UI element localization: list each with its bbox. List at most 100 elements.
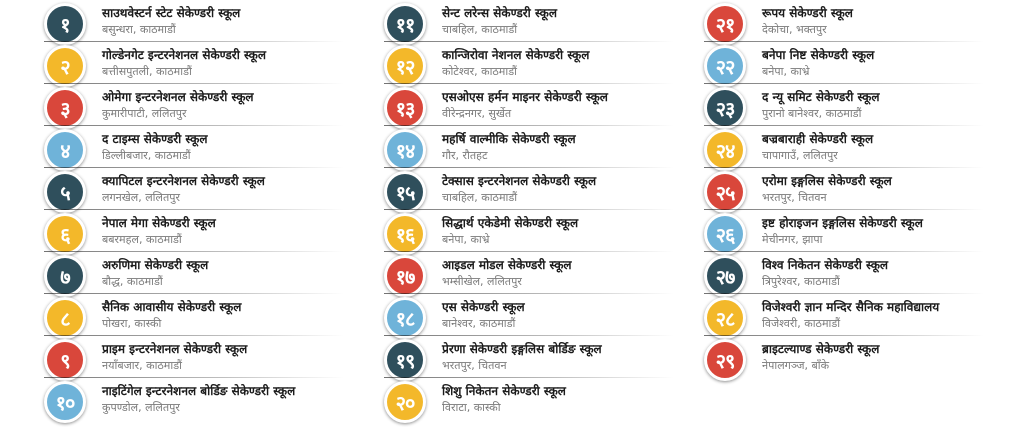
rank-badge: १ xyxy=(44,3,86,45)
rank-badge: २६ xyxy=(704,213,746,255)
divider xyxy=(384,335,674,336)
school-address: भरतपुर, चितवन xyxy=(442,359,507,372)
school-address: विजेश्वरी, काठमाडौं xyxy=(762,317,841,330)
rank-badge: ४ xyxy=(44,129,86,171)
rank-badge: २७ xyxy=(704,255,746,297)
school-name: महर्षि वाल्मीकि सेकेण्डरी स्कूल xyxy=(442,132,576,146)
school-address: चाबहिल, काठमाडौं xyxy=(442,191,518,204)
rank-badge: २८ xyxy=(704,297,746,339)
school-name: ब्राइटल्याण्ड सेकेण्डरी स्कूल xyxy=(762,342,880,356)
school-address: पुरानो बानेश्वर, काठमाडौं xyxy=(762,107,862,120)
rank-badge: १२ xyxy=(384,45,426,87)
divider xyxy=(384,251,674,252)
rank-badge: १७ xyxy=(384,255,426,297)
school-name: गोल्डेनगेट इन्टरनेशनल सेकेण्डरी स्कूल xyxy=(102,48,266,62)
rank-badge: २९ xyxy=(704,339,746,381)
school-address: विराटा, कास्की xyxy=(442,401,501,414)
divider xyxy=(384,209,674,210)
ranking-column-2: ११ सेन्ट लरेन्स सेकेण्डरी स्कूल चाबहिल, … xyxy=(384,0,694,427)
school-address: लगनखेल, ललितपुर xyxy=(102,191,180,204)
divider xyxy=(704,251,984,252)
rank-badge: १० xyxy=(44,381,86,423)
divider xyxy=(704,293,984,294)
divider xyxy=(384,125,674,126)
rank-badge: १८ xyxy=(384,297,426,339)
divider xyxy=(44,209,344,210)
divider xyxy=(44,41,344,42)
school-name: अरुणिमा सेकेण्डरी स्कूल xyxy=(102,258,209,272)
school-name: द न्यू समिट सेकेण्डरी स्कूल xyxy=(762,90,880,104)
school-address: बनेपा, काभ्रे xyxy=(762,65,810,78)
rank-badge: ११ xyxy=(384,3,426,45)
school-address: चापागाउँ, ललितपुर xyxy=(762,149,838,162)
school-address: चाबहिल, काठमाडौं xyxy=(442,23,518,36)
school-name: एसओएस हर्मन माइनर सेकेण्डरी स्कूल xyxy=(442,90,608,104)
divider xyxy=(384,377,674,378)
school-name: एरोमा इङ्गलिस सेकेण्डरी स्कूल xyxy=(762,174,892,188)
ranking-column-3: २१ रूपय सेकेण्डरी स्कूल देकोचा, भक्तपुर … xyxy=(704,0,1022,427)
rank-badge: १४ xyxy=(384,129,426,171)
school-address: भम्सीखेल, ललितपुर xyxy=(442,275,522,288)
rank-badge: २ xyxy=(44,45,86,87)
divider xyxy=(44,125,344,126)
rank-badge: २० xyxy=(384,381,426,423)
school-name: नेपाल मेगा सेकेण्डरी स्कूल xyxy=(102,216,216,230)
school-address: बबरमहल, काठमाडौं xyxy=(102,233,182,246)
school-address: नयाँबजार, काठमाडौं xyxy=(102,359,182,372)
rank-badge: १९ xyxy=(384,339,426,381)
divider xyxy=(44,293,344,294)
school-name: रूपय सेकेण्डरी स्कूल xyxy=(762,6,853,20)
rank-badge: ८ xyxy=(44,297,86,339)
rank-badge: ७ xyxy=(44,255,86,297)
school-address: डिल्लीबजार, काठमाडौं xyxy=(102,149,191,162)
school-address: बसुन्धरा, काठमाडौं xyxy=(102,23,176,36)
school-name: इष्ट होराइजन इङ्गलिस सेकेण्डरी स्कूल xyxy=(762,216,923,230)
school-address: बौद्ध, काठमाडौं xyxy=(102,275,163,288)
school-address: मेचीनगर, झापा xyxy=(762,233,823,246)
school-name: कान्जिरोवा नेशनल सेकेण्डरी स्कूल xyxy=(442,48,590,62)
divider xyxy=(44,251,344,252)
school-name: बज्रबाराही सेकेण्डरी स्कूल xyxy=(762,132,874,146)
divider xyxy=(704,83,984,84)
rank-badge: ६ xyxy=(44,213,86,255)
school-name: आइडल मोडल सेकेण्डरी स्कूल xyxy=(442,258,572,272)
rank-badge: १५ xyxy=(384,171,426,213)
school-address: पोखरा, कास्की xyxy=(102,317,162,330)
divider xyxy=(704,167,984,168)
school-name: विजेश्वरी ज्ञान मन्दिर सैनिक महाविद्यालय xyxy=(762,300,940,314)
divider xyxy=(384,83,674,84)
school-name: प्रेरणा सेकेण्डरी इङ्गलिस बोर्डिङ स्कूल xyxy=(442,342,602,356)
ranking-column-1: १ साउथवेस्टर्न स्टेट सेकेण्डरी स्कूल बसु… xyxy=(44,0,374,427)
rank-badge: २१ xyxy=(704,3,746,45)
school-name: सिद्धार्थ एकेडेमी सेकेण्डरी स्कूल xyxy=(442,216,579,230)
school-name: सेन्ट लरेन्स सेकेण्डरी स्कूल xyxy=(442,6,557,20)
school-name: नाइटिंगेल इन्टरनेशनल बोर्डिङ सेकेण्डरी स… xyxy=(102,384,296,398)
divider xyxy=(44,167,344,168)
rank-badge: २४ xyxy=(704,129,746,171)
school-address: देकोचा, भक्तपुर xyxy=(762,23,827,36)
school-address: बानेश्वर, काठमाडौं xyxy=(442,317,516,330)
school-address: कुमारीपाटी, ललितपुर xyxy=(102,107,187,120)
school-name: एस सेकेण्डरी स्कूल xyxy=(442,300,525,314)
school-name: बनेपा निष्ट सेकेण्डरी स्कूल xyxy=(762,48,875,62)
school-name: शिशु निकेतन सेकेण्डरी स्कूल xyxy=(442,384,566,398)
divider xyxy=(384,293,674,294)
rank-badge: २५ xyxy=(704,171,746,213)
school-name: ओमेगा इन्टरनेशनल सेकेण्डरी स्कूल xyxy=(102,90,254,104)
school-name: टेक्सास इन्टरनेशनल सेकेण्डरी स्कूल xyxy=(442,174,597,188)
divider xyxy=(704,41,984,42)
rank-badge: १३ xyxy=(384,87,426,129)
school-name: सैनिक आवासीय सेकेण्डरी स्कूल xyxy=(102,300,242,314)
school-name: साउथवेस्टर्न स्टेट सेकेण्डरी स्कूल xyxy=(102,6,241,20)
divider xyxy=(384,167,674,168)
divider xyxy=(44,377,344,378)
rank-badge: ९ xyxy=(44,339,86,381)
divider xyxy=(704,335,984,336)
rank-badge: ३ xyxy=(44,87,86,129)
school-address: कुपण्डोल, ललितपुर xyxy=(102,401,180,414)
divider xyxy=(704,125,984,126)
divider xyxy=(44,83,344,84)
divider xyxy=(704,209,984,210)
school-address: बनेपा, काभ्रे xyxy=(442,233,490,246)
divider xyxy=(44,335,344,336)
